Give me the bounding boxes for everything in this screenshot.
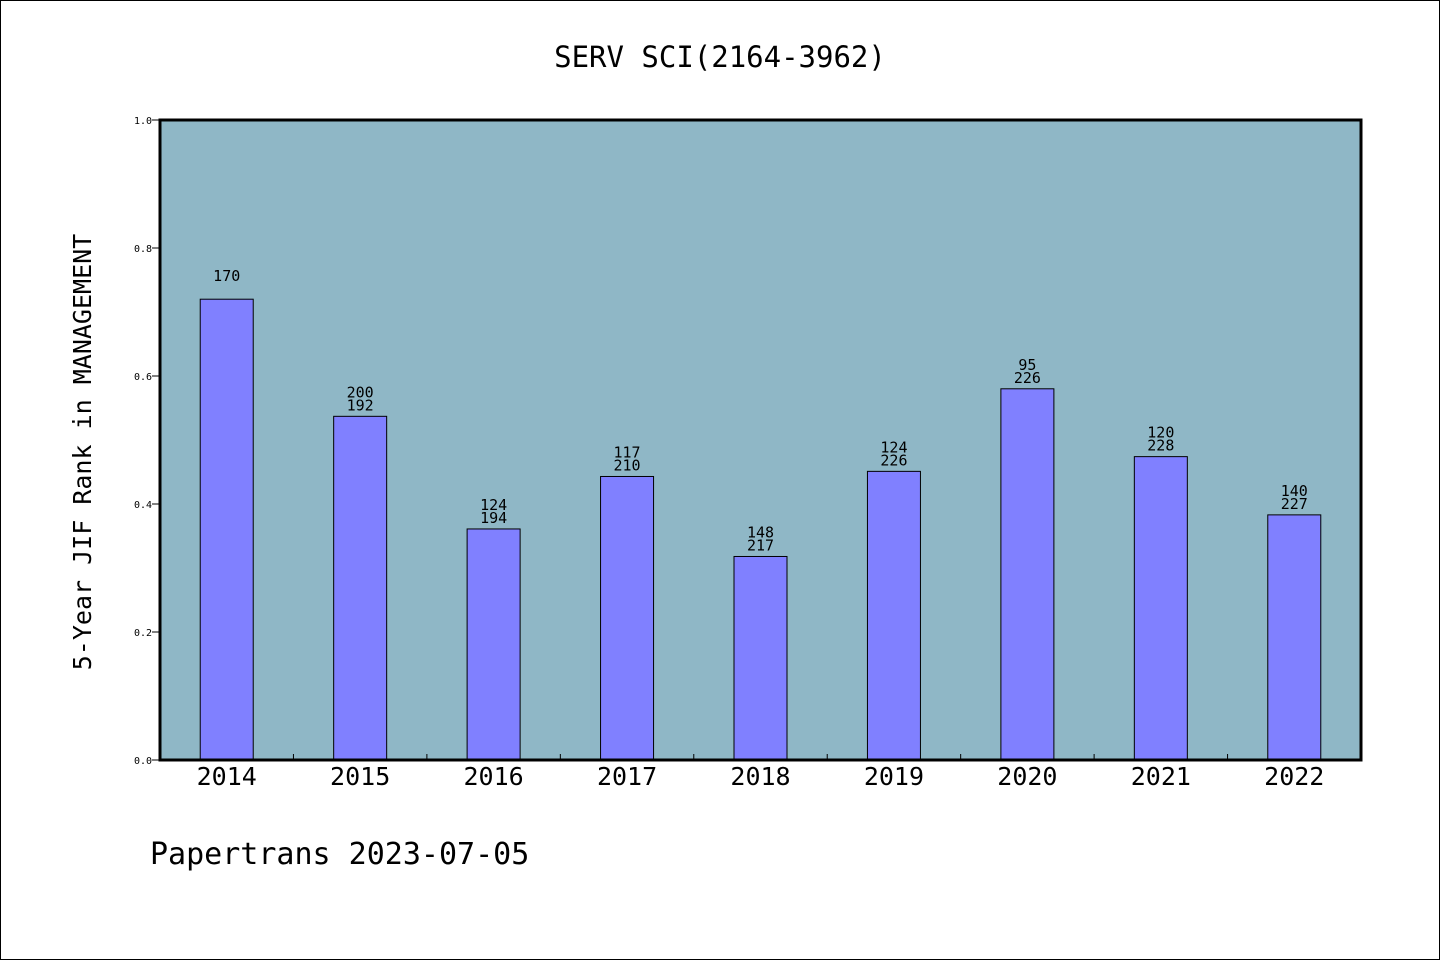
y-axis-label: 5-Year JIF Rank in MANAGEMENT xyxy=(68,234,97,671)
bar xyxy=(1000,388,1055,761)
bar-value-label: 140 xyxy=(1281,482,1308,500)
y-axis: 0.0 0.2 0.4 0.6 0.8 1.0 xyxy=(134,116,160,767)
bar xyxy=(466,528,521,761)
bar-value-label: 148 xyxy=(747,523,774,541)
bar-value-label: 227 xyxy=(1281,495,1308,513)
bar-value-label: 192 xyxy=(347,396,374,414)
x-tick-label: 2016 xyxy=(464,762,524,791)
y-tick-label: 0.0 xyxy=(134,756,152,767)
x-tick-label: 2020 xyxy=(997,762,1057,791)
bar xyxy=(866,470,921,761)
bar-value-label: 120 xyxy=(1147,424,1174,442)
x-tick-label: 2017 xyxy=(597,762,657,791)
bar-value-label: 124 xyxy=(880,438,907,456)
bar-value-label: 170 xyxy=(213,267,240,285)
x-tick-label: 2019 xyxy=(864,762,924,791)
x-tick-label: 2022 xyxy=(1264,762,1324,791)
bar xyxy=(199,298,254,761)
bar-value-label: 217 xyxy=(747,536,774,554)
y-tick-label: 0.8 xyxy=(134,244,152,255)
bar-value-label: 210 xyxy=(614,456,641,474)
x-tick-label: 2015 xyxy=(330,762,390,791)
y-tick-label: 0.6 xyxy=(134,372,152,383)
chart-title: SERV SCI(2164-3962) xyxy=(554,40,886,74)
plot-border xyxy=(158,118,1363,762)
y-tick-label: 0.2 xyxy=(134,628,152,639)
bar xyxy=(333,415,388,761)
bar-value-label: 194 xyxy=(480,509,507,527)
x-tick-label: 2014 xyxy=(197,762,257,791)
bar xyxy=(1133,456,1188,761)
bar-value-label: 200 xyxy=(347,383,374,401)
bar xyxy=(1267,514,1322,761)
bar xyxy=(600,475,655,761)
bar-value-label: 226 xyxy=(880,451,907,469)
bar-labels: 1702001921241941172101482171242269522612… xyxy=(213,267,1308,554)
y-tick-label: 1.0 xyxy=(134,116,152,127)
x-axis: 2014 2015 2016 2017 2018 2019 2020 2021 2022 xyxy=(197,754,1324,791)
bar-value-label: 124 xyxy=(480,496,507,514)
bar-value-label: 117 xyxy=(614,443,641,461)
x-tick-label: 2021 xyxy=(1131,762,1191,791)
bar xyxy=(733,555,788,761)
x-tick-label: 2018 xyxy=(730,762,790,791)
bar-series xyxy=(199,298,1322,761)
bar-value-label: 226 xyxy=(1014,369,1041,387)
bar-value-label: 228 xyxy=(1147,437,1174,455)
y-tick-label: 0.4 xyxy=(134,500,152,511)
footer-credit: Papertrans 2023-07-05 xyxy=(150,837,529,872)
bar-value-label: 95 xyxy=(1018,356,1036,374)
